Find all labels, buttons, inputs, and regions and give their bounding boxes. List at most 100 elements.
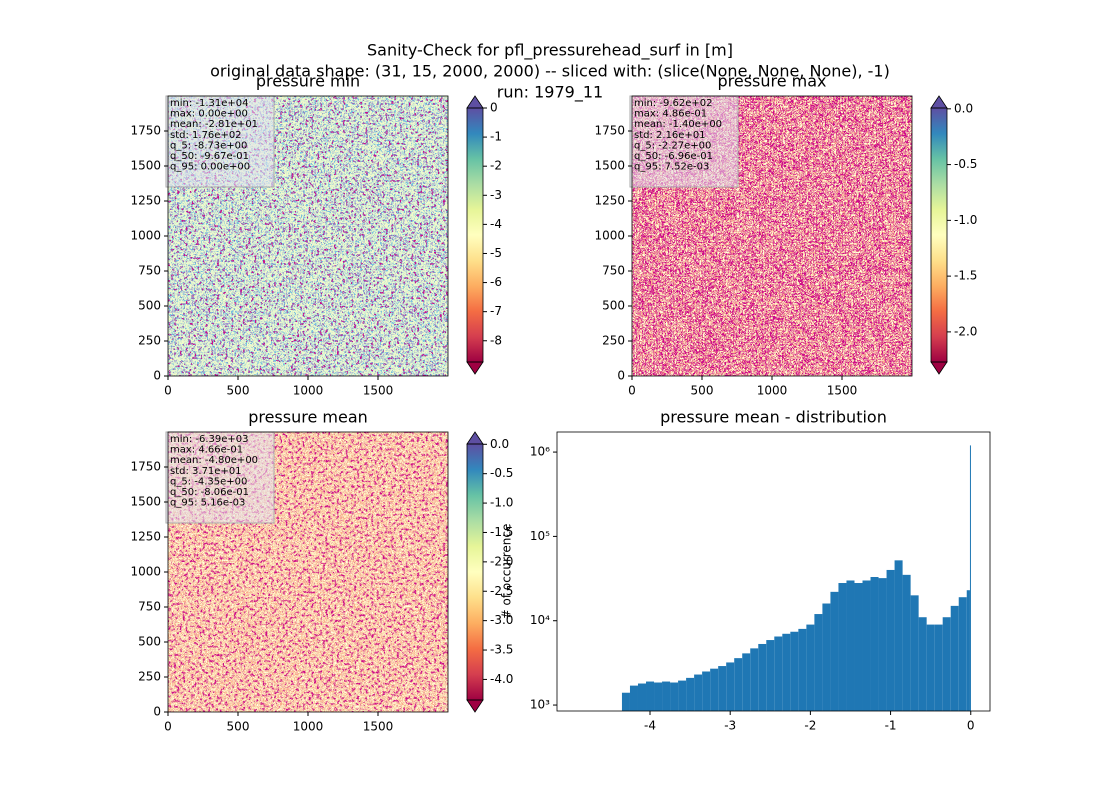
x-tick-label: 500	[227, 384, 250, 398]
stats-text: std: 3.71e+01	[170, 466, 242, 477]
colorbar	[931, 108, 947, 362]
x-tick-label: 0	[164, 720, 172, 734]
stats-text: q_50: -6.96e-01	[634, 151, 713, 162]
hist-bar	[854, 583, 863, 711]
colorbar-tick-label: -0.5	[490, 466, 513, 480]
hist-bar	[702, 671, 711, 711]
hist-bar	[758, 643, 767, 711]
hist-bar	[862, 580, 871, 711]
suptitle: original data shape: (31, 15, 2000, 2000…	[210, 62, 890, 81]
colorbar	[467, 108, 483, 362]
y-tick-label: 500	[602, 299, 625, 313]
y-tick-label: 250	[138, 670, 161, 684]
hist-bar	[902, 574, 911, 711]
hist-bar	[969, 445, 971, 711]
colorbar-tick-label: -8	[490, 333, 502, 347]
suptitle: run: 1979_11	[497, 83, 603, 103]
hist-bar	[646, 681, 655, 711]
colorbar-tick-label: 0	[490, 101, 498, 115]
x-tick-label: -1	[885, 719, 897, 733]
stats-text: std: 2.16e+01	[634, 130, 706, 141]
hist-bar	[621, 692, 630, 711]
x-tick-label: 0	[164, 384, 172, 398]
x-tick-label: 1000	[293, 384, 324, 398]
hist-bar	[926, 624, 935, 711]
stats-text: q_50: -9.67e-01	[170, 151, 249, 162]
colorbar-tick-label: -3.0	[490, 613, 513, 627]
y-tick-label: 1250	[130, 530, 161, 544]
y-tick-label: 750	[138, 600, 161, 614]
y-tick-label: 1000	[130, 229, 161, 243]
axes-title: pressure max	[717, 72, 826, 91]
hist-bar	[814, 614, 823, 711]
y-tick-label: 0	[617, 369, 625, 383]
y-tick-label: 1250	[130, 194, 161, 208]
x-tick-label: 1500	[363, 384, 394, 398]
hist-bar	[686, 677, 695, 711]
hist-bar	[694, 674, 703, 711]
hist-bar	[942, 617, 951, 711]
hist-bar	[838, 583, 847, 711]
hist-bar	[950, 605, 959, 711]
hist-bar	[958, 597, 967, 711]
stats-box	[165, 95, 275, 188]
stats-text: q_5: -8.73e+00	[170, 140, 247, 151]
y-tick-label: 1500	[130, 159, 161, 173]
hist-bar	[766, 640, 775, 711]
y-tick-label: 10⁵	[530, 529, 550, 543]
colorbar-tick-label: -1.5	[954, 269, 977, 283]
colorbar-extend	[466, 95, 484, 109]
hist-bar	[878, 578, 887, 711]
hist-bar	[966, 590, 970, 711]
hist-bar	[637, 683, 647, 711]
x-tick-label: 0	[628, 384, 636, 398]
stats-text: max: 0.00e+00	[170, 109, 248, 120]
stats-text: min: -6.39e+03	[170, 434, 249, 445]
axes-title: pressure mean	[248, 408, 368, 427]
colorbar-frame	[466, 443, 484, 701]
colorbar-tick-label: -5	[490, 246, 502, 260]
y-tick-label: 250	[602, 334, 625, 348]
y-tick-label: 750	[138, 264, 161, 278]
colorbar-tick-label: -2.5	[490, 584, 513, 598]
colorbar-tick-label: -4.0	[490, 672, 513, 686]
hist-bar	[774, 636, 783, 711]
x-tick-label: 500	[227, 720, 250, 734]
hist-bar	[790, 631, 799, 711]
y-axis-label: # of occurrence	[500, 524, 514, 620]
hist-bar	[718, 666, 727, 711]
suptitle: Sanity-Check for pfl_pressurehead_surf i…	[367, 41, 733, 61]
hist-bar	[629, 685, 638, 711]
hist-bar	[734, 658, 743, 711]
y-tick-label: 10⁴	[530, 613, 550, 627]
y-tick-label: 1750	[130, 124, 161, 138]
colorbar-frame	[466, 107, 484, 363]
hist-bar	[782, 633, 791, 711]
hist-bar	[830, 591, 839, 711]
stats-text: min: -9.62e+02	[634, 98, 713, 109]
colorbar-extend	[466, 361, 484, 375]
hist-bar	[870, 576, 879, 711]
x-tick-label: 1500	[363, 720, 394, 734]
colorbar-extend	[466, 699, 484, 713]
y-tick-label: 1000	[130, 565, 161, 579]
hist-bar	[918, 617, 927, 711]
colorbar-tick-label: -1.0	[954, 213, 977, 227]
stats-text: mean: -2.81e+01	[170, 119, 258, 130]
hist-bar	[894, 560, 903, 711]
y-tick-label: 1250	[594, 194, 625, 208]
colorbar-frame	[930, 107, 948, 363]
colorbar-tick-label: -4	[490, 217, 502, 231]
stats-text: q_5: -4.35e+00	[170, 476, 247, 487]
stats-text: max: 4.66e-01	[170, 445, 243, 456]
x-tick-label: -4	[644, 719, 656, 733]
y-tick-label: 10⁶	[530, 445, 550, 459]
colorbar-tick-label: 0.0	[954, 101, 973, 115]
stats-text: q_95: 0.00e+00	[170, 162, 250, 173]
stats-text: q_50: -8.06e-01	[170, 487, 249, 498]
stats-box	[629, 95, 739, 188]
hist-bar	[654, 682, 663, 711]
y-tick-label: 250	[138, 334, 161, 348]
stats-text: q_95: 5.16e-03	[170, 498, 245, 509]
